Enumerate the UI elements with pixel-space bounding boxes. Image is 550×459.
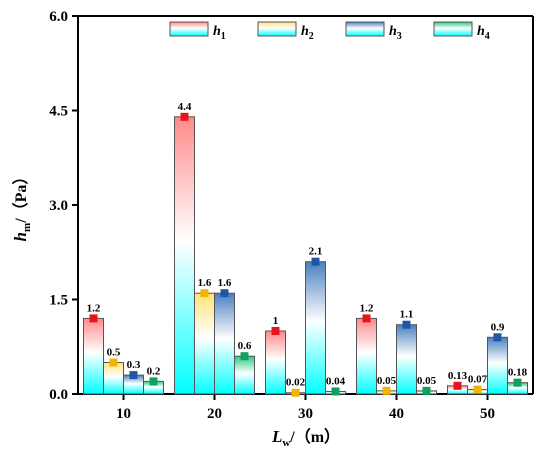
data-label-h3-40: 1.1 (400, 309, 414, 321)
bar-h4-20 (234, 355, 255, 395)
data-label-h3-10: 0.3 (127, 359, 141, 371)
bar-marker-h4-10 (149, 377, 158, 386)
y-tick-label: 1.5 (49, 293, 68, 309)
y-axis-title-unit: /（Pa） (12, 169, 30, 224)
data-label-h2-50: 0.07 (468, 374, 488, 386)
data-label-h2-30: 0.02 (286, 377, 306, 389)
bar-h3-20 (214, 292, 235, 395)
x-tick-label: 20 (207, 406, 222, 422)
data-label-h1-30: 1 (273, 315, 279, 327)
bar-marker-h1-30 (271, 327, 280, 335)
bar-marker-h4-50 (513, 378, 522, 387)
x-axis-title-sub: w (282, 437, 290, 449)
bar-h1-20 (174, 116, 195, 395)
data-label-h1-10: 1.2 (87, 302, 101, 314)
bar-marker-h2-30 (291, 388, 300, 397)
y-axis-title-main: h (11, 232, 30, 241)
data-label-h1-40: 1.2 (360, 302, 374, 314)
bar-h2-20 (194, 292, 215, 395)
y-tick-label: 4.5 (49, 104, 68, 120)
bar-marker-h1-40 (362, 314, 371, 323)
bar-marker-h3-20 (220, 289, 229, 298)
data-label-h1-20: 4.4 (178, 101, 192, 113)
x-tick-label: 30 (298, 406, 313, 422)
legend: h1 h2 h3 h4 (169, 21, 490, 42)
bar-h3-50 (487, 336, 508, 395)
bar-h1-40 (356, 317, 377, 395)
bar-marker-h3-40 (402, 320, 411, 329)
data-label-h4-30: 0.04 (326, 375, 346, 387)
y-tick-label: 3.0 (49, 198, 68, 214)
legend-label-h4: h4 (477, 24, 490, 42)
bar-h1-10 (83, 317, 104, 395)
bar-marker-h2-10 (109, 358, 118, 367)
bar-marker-h3-10 (129, 371, 138, 380)
bar-marker-h4-20 (240, 352, 249, 361)
x-tick-label: 10 (116, 406, 131, 422)
y-axis-title: hm/（Pa） (11, 169, 33, 242)
legend-swatch-h1 (169, 21, 209, 37)
bar-marker-h1-10 (89, 314, 98, 323)
bar-marker-h3-30 (311, 257, 320, 266)
bar-h2-10 (103, 362, 124, 395)
data-label-h4-10: 0.2 (147, 365, 161, 377)
data-label-h4-50: 0.18 (508, 367, 528, 379)
x-tick-label: 50 (480, 406, 495, 422)
x-axis-title-main: L (271, 427, 282, 446)
data-label-h4-20: 0.6 (238, 340, 252, 352)
legend-swatch-h3 (345, 21, 385, 37)
bar-marker-h3-50 (493, 333, 502, 342)
data-label-h3-20: 1.6 (218, 277, 232, 289)
bar-h1-30 (265, 330, 286, 395)
bar-marker-h1-20 (180, 112, 189, 121)
x-tick-label: 40 (389, 406, 404, 422)
bar-h3-30 (305, 261, 326, 395)
data-label-h2-20: 1.6 (198, 277, 212, 289)
legend-label-h3: h3 (389, 24, 402, 42)
legend-swatch-h2 (257, 21, 297, 37)
y-axis-title-sub: m (21, 223, 33, 232)
x-axis-title: Lw/（m） (271, 427, 340, 449)
data-label-h3-50: 0.9 (491, 321, 505, 333)
bar-marker-h4-40 (422, 386, 431, 395)
data-label-h2-40: 0.05 (377, 375, 397, 387)
bar-marker-h4-30 (331, 387, 340, 396)
legend-label-h2: h2 (301, 24, 314, 42)
bar-marker-h2-40 (382, 386, 391, 395)
data-label-h3-30: 2.1 (309, 246, 323, 258)
data-label-h4-40: 0.05 (417, 375, 437, 387)
y-tick-label: 6.0 (49, 9, 68, 25)
bar-h3-40 (396, 324, 417, 395)
legend-swatch-h4 (433, 21, 473, 37)
bar-marker-h2-50 (473, 385, 482, 394)
data-label-h2-10: 0.5 (107, 347, 121, 359)
bar-marker-h1-50 (453, 381, 462, 390)
bar-marker-h2-20 (200, 289, 209, 298)
y-tick-label: 0.0 (49, 387, 68, 403)
legend-label-h1: h1 (213, 24, 226, 42)
x-axis-title-unit: /（m） (289, 428, 340, 446)
data-label-h1-50: 0.13 (448, 370, 468, 382)
